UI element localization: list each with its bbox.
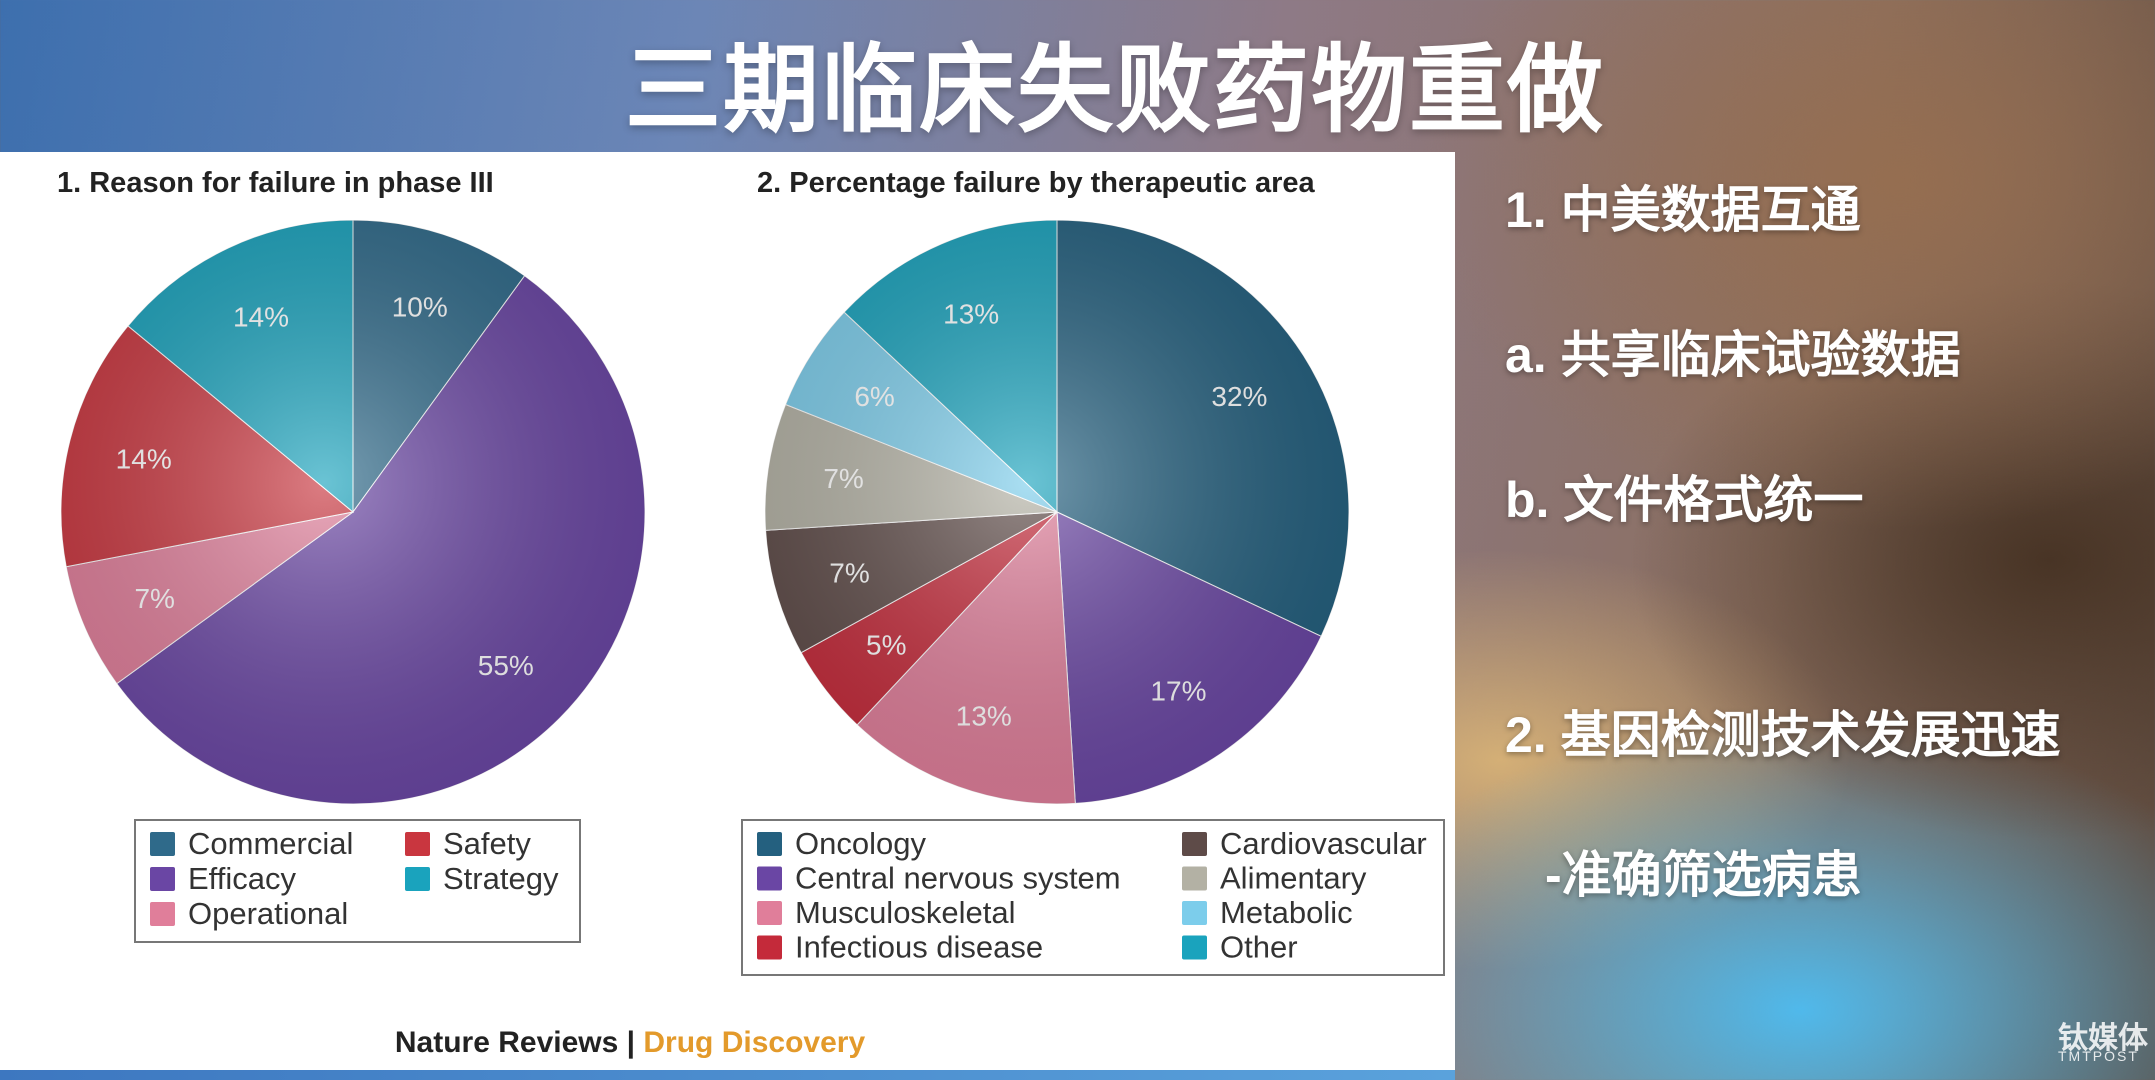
bullet-1a: a. 共享临床试验数据 [1505,327,1961,383]
legend-box [134,819,581,943]
slice-label: 7% [829,557,869,588]
pie-chart-1: 1. Reason for failure in phase III 10% 55%… [57,167,646,943]
bottom-strip [0,1070,1455,1080]
slice-label: 14% [116,443,172,474]
legend-swatch [757,935,782,960]
legend-label: Oncology [795,826,926,861]
legend-swatch [757,901,782,925]
watermark-logo: 钛媒体 [2058,1022,2148,1055]
bullet-1b: b. 文件格式统一 [1505,472,1864,528]
slide-title: 三期临床失败药物重做 [625,37,1605,144]
bullet-1: 1. 中美数据互通 [1505,182,1861,238]
legend-box [741,819,1445,976]
legend-label: Infectious disease [795,930,1043,965]
slice-label: 5% [866,629,906,660]
slice-label: 32% [1211,381,1267,412]
source-credit: Nature Reviews | Drug Discovery [395,1026,866,1059]
legend-swatch [757,832,782,856]
source-separator: | [618,1026,643,1059]
legend-swatch [150,867,175,891]
watermark-subtext: TMTPOST [2058,1048,2139,1064]
slice-label: 7% [134,583,174,614]
figure-panel: 1. Reason for failure in phase III 10% 55%… [0,152,1455,1070]
legend-swatch [405,832,430,856]
legend-label: Cardiovascular [1220,826,1427,861]
source-section: Drug Discovery [643,1026,865,1059]
legend-label: Metabolic [1220,895,1353,930]
legend-label: Operational [188,896,348,931]
legend-swatch [757,866,782,891]
slice-label: 13% [943,299,999,330]
legend-label: Other [1220,930,1298,965]
slice-label: 17% [1150,676,1206,707]
legend-swatch [150,902,175,926]
slice-label: 14% [233,301,289,332]
legend-label: Musculoskeletal [795,895,1016,930]
pie-charts-figure: 1. Reason for failure in phase III 10% 55%… [57,167,1445,1059]
slice-label: 7% [823,463,863,494]
bullet-2: 2. 基因检测技术发展迅速 [1505,707,2061,763]
legend-label: Efficacy [188,861,296,896]
slice-label: 13% [956,700,1012,731]
source-journal: Nature Reviews [395,1026,618,1059]
legend-swatch [1182,866,1207,891]
legend-swatch [150,832,175,856]
legend-swatch [1182,832,1207,856]
legend-swatch [1182,901,1207,925]
slice-label: 10% [392,291,448,322]
legend-swatch [405,867,430,891]
chart-title: 2. Percentage failure by therapeutic are… [757,167,1316,199]
pie-chart-2: 2. Percentage failure by therapeutic are… [741,167,1445,976]
legend-swatch [1182,935,1207,960]
bullet-2-sub: -准确筛选病患 [1545,847,1862,903]
legend-label: Alimentary [1220,861,1367,896]
slice-label: 55% [478,650,534,681]
legend-label: Strategy [443,861,559,896]
slice-label: 6% [854,381,894,412]
chart-title: 1. Reason for failure in phase III [57,167,494,199]
legend-label: Safety [443,826,531,861]
legend-label: Central nervous system [795,861,1121,896]
legend-label: Commercial [188,826,353,861]
